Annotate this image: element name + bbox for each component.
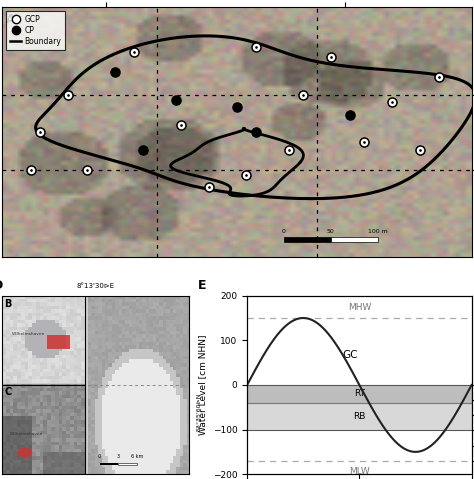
- Text: GC: GC: [342, 350, 358, 360]
- Text: 50: 50: [327, 229, 335, 234]
- Text: RB: RB: [353, 411, 365, 421]
- Text: 3: 3: [117, 454, 120, 459]
- Text: A: A: [6, 13, 16, 26]
- Text: D: D: [0, 279, 3, 292]
- Bar: [247, 385, 472, 403]
- Ellipse shape: [18, 447, 32, 458]
- Text: MHW: MHW: [348, 303, 371, 312]
- Bar: [331, 237, 378, 242]
- Text: B: B: [4, 299, 12, 309]
- Text: 53°35'60⊳N: 53°35'60⊳N: [197, 392, 202, 431]
- Text: RT: RT: [354, 389, 365, 399]
- Bar: [118, 463, 137, 465]
- Text: 0: 0: [282, 229, 286, 234]
- Bar: [247, 403, 472, 430]
- Bar: [47, 335, 70, 349]
- Text: 8°13'30⊳E: 8°13'30⊳E: [77, 283, 115, 288]
- Legend: GCP, CP, Boundary: GCP, CP, Boundary: [6, 11, 65, 50]
- Text: C: C: [4, 387, 11, 397]
- Text: 0: 0: [98, 454, 101, 459]
- Bar: [100, 463, 118, 465]
- Y-axis label: Water Level [cm NHN]: Water Level [cm NHN]: [198, 335, 207, 435]
- Text: MLW: MLW: [349, 467, 370, 476]
- Text: 6 km: 6 km: [131, 454, 143, 459]
- Text: Wilhelmshaven: Wilhelmshaven: [10, 432, 43, 436]
- Bar: [284, 237, 331, 242]
- Text: Wilhelmshaven: Wilhelmshaven: [12, 332, 45, 336]
- Text: 100 m: 100 m: [368, 229, 388, 234]
- Text: E: E: [198, 279, 206, 292]
